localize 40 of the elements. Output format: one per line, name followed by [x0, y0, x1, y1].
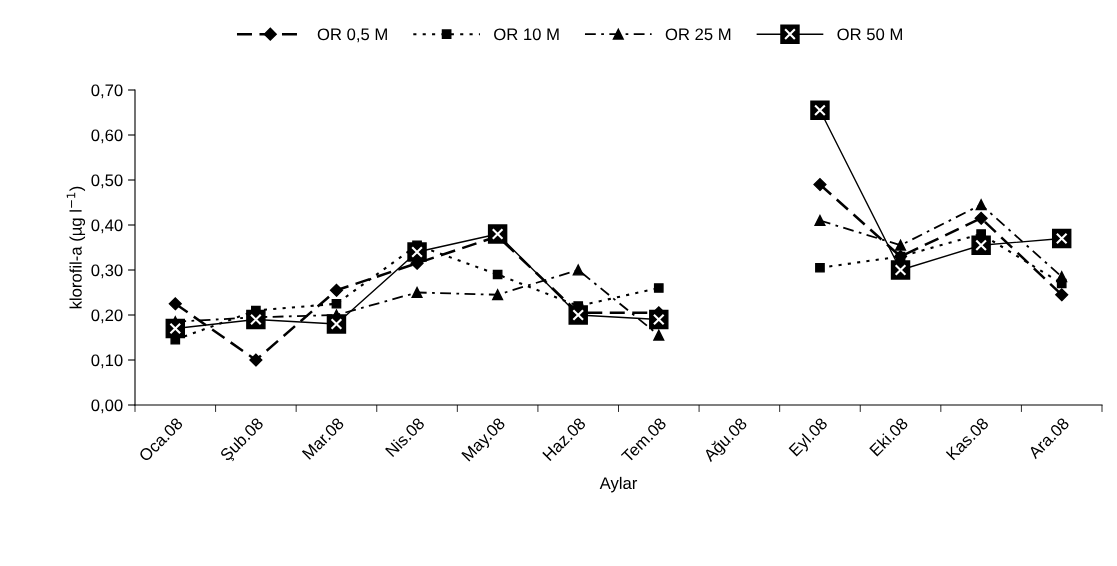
x-axis-title: Aylar	[599, 476, 638, 493]
legend-label: OR 0,5 M	[317, 28, 387, 43]
point	[814, 214, 826, 227]
point	[890, 260, 911, 280]
point	[653, 329, 665, 341]
point	[810, 100, 830, 120]
legend-label: OR 25 M	[665, 28, 731, 41]
y-tick-label: 0,00	[91, 399, 123, 414]
point	[572, 264, 584, 276]
legend-label: OR 50 M	[837, 28, 902, 41]
point	[649, 309, 669, 330]
legend-label: OR 10 M	[494, 28, 559, 41]
point	[492, 289, 504, 301]
point	[329, 283, 344, 297]
point	[411, 286, 423, 299]
point	[971, 235, 991, 255]
point	[407, 242, 427, 262]
point	[568, 305, 588, 325]
point	[1055, 288, 1069, 302]
point	[974, 211, 988, 225]
point	[975, 199, 987, 211]
point	[653, 283, 664, 293]
y-tick-label: 0,50	[91, 174, 123, 189]
y-tick-label: 0,60	[91, 129, 123, 144]
point	[1056, 271, 1068, 283]
y-tick-label: 0,70	[91, 84, 123, 99]
point	[487, 224, 508, 244]
point	[815, 262, 825, 273]
y-axis-title: klorofil-a (µg l$^{−1}$)	[66, 186, 86, 309]
y-tick-label: 0,30	[91, 264, 123, 279]
point	[246, 309, 266, 330]
point	[813, 177, 827, 192]
y-tick-label: 0,10	[91, 354, 123, 369]
point	[249, 353, 263, 367]
point	[894, 239, 907, 251]
point	[331, 298, 342, 309]
point	[168, 297, 182, 311]
y-tick-label: 0,40	[91, 219, 123, 234]
point	[326, 314, 347, 334]
y-tick-label: 0,20	[91, 309, 123, 324]
